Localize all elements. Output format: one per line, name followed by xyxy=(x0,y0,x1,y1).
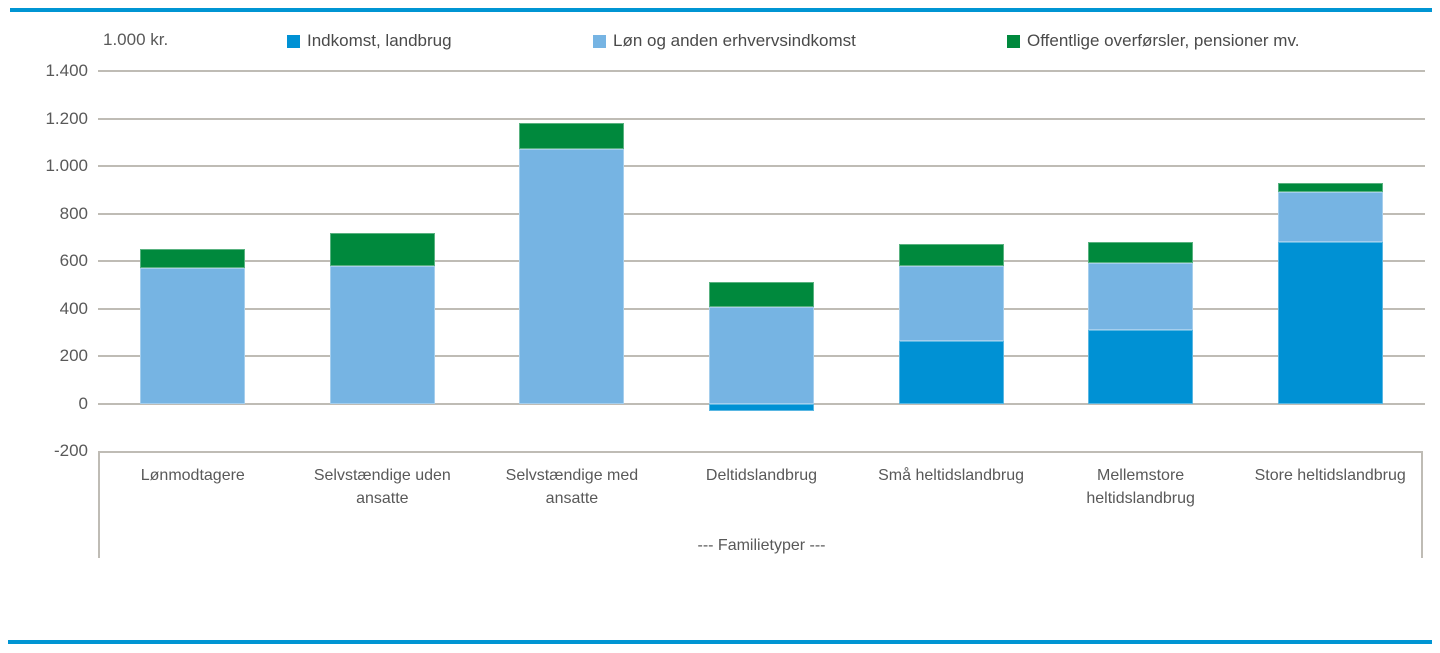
y-axis-tick-label: 400 xyxy=(59,298,88,318)
legend-swatch-icon xyxy=(287,34,300,48)
x-axis-category-label: Selvstændige med ansatte xyxy=(505,467,639,508)
bar-segment xyxy=(709,307,814,404)
x-axis-category-label: Mellemstore heltidslandbrug xyxy=(1086,467,1195,508)
bar-segment xyxy=(709,282,814,308)
bar-segment xyxy=(898,244,1004,266)
legend-item: Løn og anden erhvervsindkomst xyxy=(593,31,856,51)
y-axis-tick-label: 1.200 xyxy=(45,108,88,128)
x-axis-category-label: Store heltidslandbrug xyxy=(1254,467,1406,484)
y-axis-tick-label: -200 xyxy=(53,441,88,460)
y-axis-tick-label: 0 xyxy=(78,393,88,413)
legend-item: Offentlige overførsler, pensioner mv. xyxy=(1007,31,1299,51)
x-axis-category-label: Lønmodtagere xyxy=(140,467,245,484)
y-axis-tick-label: 600 xyxy=(59,251,88,270)
gridline-y-800 xyxy=(98,212,1425,215)
bar-segment xyxy=(1088,263,1194,330)
y-axis-tick-label: 1.000 xyxy=(45,156,88,175)
bar-segment xyxy=(329,265,435,404)
bar-segment xyxy=(709,403,814,411)
x-axis-category-box xyxy=(98,451,1423,558)
bottom-accent-rule xyxy=(8,640,1432,644)
legend-item: Indkomst, landbrug xyxy=(287,31,452,51)
bar-segment xyxy=(1088,242,1194,264)
y-axis-tick-label: 1.400 xyxy=(45,61,88,80)
bar-segment xyxy=(1277,192,1383,242)
bar-segment xyxy=(140,249,246,269)
gridline-y-1000 xyxy=(98,165,1425,167)
gridline-y-1400 xyxy=(98,70,1425,72)
legend-swatch-icon xyxy=(1007,34,1020,48)
gridline-y-600 xyxy=(98,260,1425,262)
top-accent-rule xyxy=(10,8,1432,12)
bar-segment xyxy=(1277,182,1383,193)
x-axis-category-label: Deltidslandbrug xyxy=(705,467,818,484)
bar-segment xyxy=(898,340,1004,404)
gridline-y-1200 xyxy=(98,117,1425,120)
legend-swatch-icon xyxy=(593,34,606,48)
bar-segment xyxy=(519,123,625,150)
bar-segment xyxy=(140,268,246,404)
y-axis-tick-label: 200 xyxy=(59,346,88,365)
y-axis-tick-label: 800 xyxy=(59,203,88,223)
bar-segment xyxy=(898,265,1004,341)
legend-label: Offentlige overførsler, pensioner mv. xyxy=(1027,31,1300,50)
x-axis-title: --- Familietyper --- xyxy=(697,537,826,554)
x-axis-category-label: Små heltidslandbrug xyxy=(878,467,1024,484)
bar-segment xyxy=(1088,329,1194,404)
bar-segment xyxy=(329,232,435,266)
x-axis-category-label: Selvstændige uden ansatte xyxy=(313,467,451,508)
y-axis-unit-label: 1.000 kr. xyxy=(103,30,169,49)
bar-segment xyxy=(519,149,625,404)
bar-segment xyxy=(1277,242,1383,404)
legend-label: Løn og anden erhvervsindkomst xyxy=(613,31,856,50)
legend-label: Indkomst, landbrug xyxy=(307,31,452,50)
